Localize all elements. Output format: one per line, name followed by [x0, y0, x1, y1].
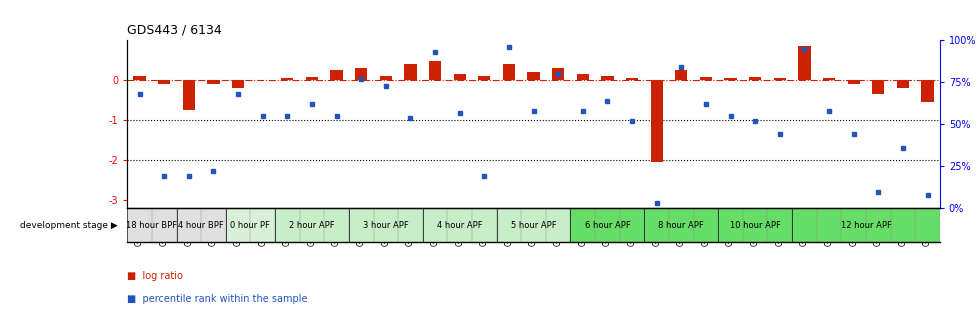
Bar [649, 80, 662, 162]
Bar [207, 80, 219, 84]
Bar [355, 68, 367, 80]
Text: 5 hour APF: 5 hour APF [511, 221, 556, 229]
Bar [348, 208, 422, 242]
Text: GDS443 / 6134: GDS443 / 6134 [127, 24, 222, 37]
Bar [453, 74, 466, 80]
Text: 12 hour APF: 12 hour APF [840, 221, 891, 229]
Text: 2 hour APF: 2 hour APF [289, 221, 334, 229]
Bar [404, 64, 417, 80]
Bar [183, 80, 195, 110]
Bar [699, 77, 711, 80]
Bar [477, 76, 490, 80]
Bar [275, 208, 348, 242]
Bar [330, 70, 342, 80]
Bar [724, 78, 735, 80]
Bar [133, 76, 146, 80]
Bar [428, 61, 441, 80]
Text: 4 hour APF: 4 hour APF [436, 221, 482, 229]
Bar [625, 78, 638, 80]
Bar [773, 78, 785, 80]
Bar [422, 208, 496, 242]
Bar [157, 80, 170, 84]
Bar [226, 208, 275, 242]
Bar [920, 80, 933, 102]
Bar [718, 208, 791, 242]
Bar [822, 78, 834, 80]
Bar [847, 80, 859, 84]
Bar [281, 78, 293, 80]
Bar [552, 68, 563, 80]
Bar [896, 80, 909, 87]
Bar [675, 70, 687, 80]
Text: 8 hour APF: 8 hour APF [658, 221, 703, 229]
Text: 6 hour APF: 6 hour APF [584, 221, 630, 229]
Bar [570, 208, 644, 242]
Bar [797, 46, 810, 80]
Bar [791, 208, 939, 242]
Bar [379, 76, 391, 80]
Bar [600, 76, 613, 80]
Bar [176, 208, 226, 242]
Text: 3 hour APF: 3 hour APF [363, 221, 408, 229]
Text: 0 hour PF: 0 hour PF [230, 221, 270, 229]
Text: ■  log ratio: ■ log ratio [127, 270, 183, 281]
Text: ■  percentile rank within the sample: ■ percentile rank within the sample [127, 294, 307, 304]
Bar [527, 72, 539, 80]
Bar [576, 74, 589, 80]
Bar [232, 80, 244, 87]
Bar [496, 208, 570, 242]
Bar [644, 208, 718, 242]
Text: 10 hour APF: 10 hour APF [729, 221, 779, 229]
Bar [127, 208, 176, 242]
Text: 4 hour BPF: 4 hour BPF [178, 221, 224, 229]
Bar [305, 77, 318, 80]
Bar [748, 77, 761, 80]
Bar [871, 80, 883, 94]
Text: development stage ▶: development stage ▶ [20, 221, 117, 229]
Text: 18 hour BPF: 18 hour BPF [126, 221, 177, 229]
Bar [503, 64, 514, 80]
